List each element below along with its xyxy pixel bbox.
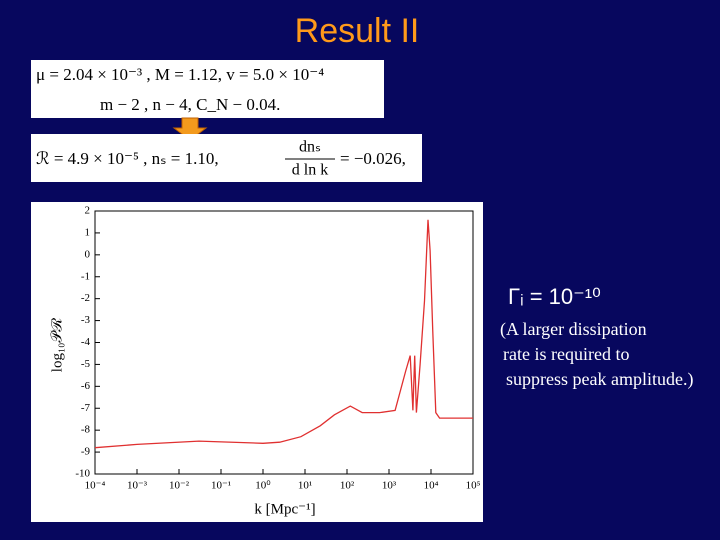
- y-tick-label: -1: [81, 270, 90, 282]
- note: suppress peak amplitude.): [506, 369, 693, 390]
- x-tick-label: 10⁴: [424, 480, 439, 492]
- y-tick-label: 1: [85, 226, 91, 238]
- equation-box: [31, 60, 384, 118]
- x-tick-label: 10⁻²: [169, 480, 190, 492]
- y-axis-label: log₁₀𝒫ℛ: [49, 318, 65, 372]
- gamma-label: Γᵢ = 10⁻¹⁰: [508, 284, 601, 309]
- equation: m − 2 , n − 4, C_N − 0.04.: [100, 95, 280, 114]
- y-tick-label: -9: [81, 446, 91, 458]
- y-tick-label: 2: [85, 205, 91, 217]
- equation: = −0.026,: [340, 149, 406, 168]
- x-tick-label: 10⁻³: [127, 480, 148, 492]
- equation: dnₛ: [299, 139, 321, 156]
- equation: d ln k: [292, 162, 328, 179]
- x-tick-label: 10³: [382, 480, 397, 492]
- y-tick-label: -6: [81, 380, 91, 392]
- x-tick-label: 10⁻¹: [211, 480, 231, 492]
- note: rate is required to: [503, 344, 629, 364]
- equation: ℛ = 4.9 × 10⁻⁵ , nₛ = 1.10,: [36, 149, 219, 168]
- x-tick-label: 10¹: [298, 480, 312, 492]
- x-tick-label: 10⁵: [466, 480, 481, 492]
- y-tick-label: -5: [81, 358, 91, 370]
- y-tick-label: -3: [81, 314, 91, 326]
- x-tick-label: 10²: [340, 480, 355, 492]
- x-tick-label: 10⁰: [255, 480, 271, 492]
- equation: μ = 2.04 × 10⁻³ , M = 1.12, v = 5.0 × 10…: [36, 65, 324, 84]
- y-tick-label: -7: [81, 402, 91, 414]
- y-tick-label: -4: [81, 336, 91, 348]
- y-tick-label: -8: [81, 424, 91, 436]
- x-axis-label: k [Mpc⁻¹]: [254, 501, 315, 517]
- y-tick-label: -2: [81, 292, 90, 304]
- y-tick-label: -10: [75, 468, 90, 480]
- note: (A larger dissipation: [500, 319, 647, 340]
- equation-box: [31, 134, 422, 182]
- x-tick-label: 10⁻⁴: [85, 480, 106, 492]
- slide-title: Result II: [295, 12, 420, 50]
- y-tick-label: 0: [85, 248, 91, 260]
- data-line: [94, 219, 473, 449]
